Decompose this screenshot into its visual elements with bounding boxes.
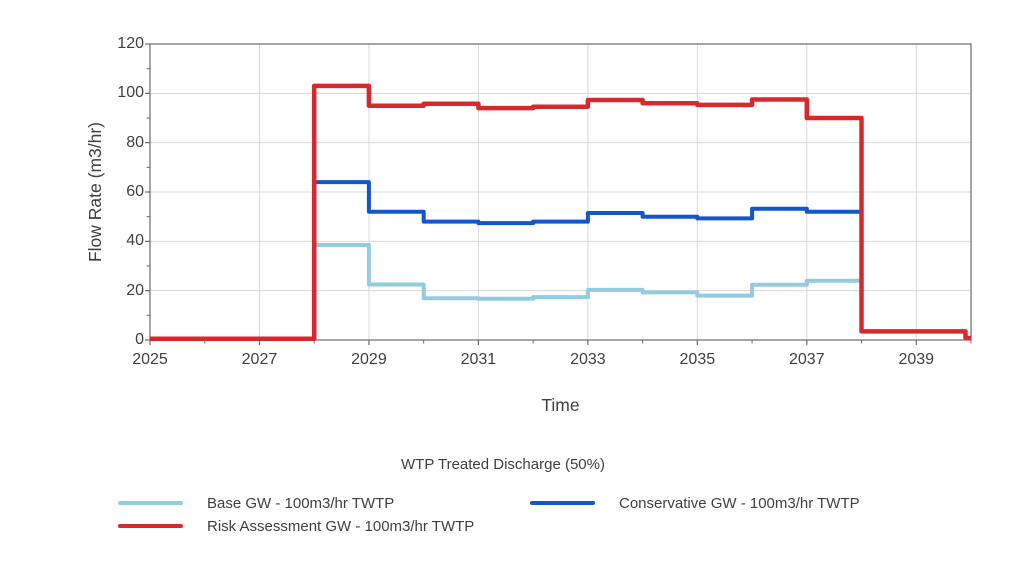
y-axis-tick-label: 20	[126, 281, 144, 299]
x-axis-tick-label: 2039	[898, 351, 935, 368]
y-axis-tick-label: 0	[135, 331, 144, 348]
conservative-series-swatch	[530, 501, 595, 505]
y-axis-tick-label: 60	[126, 183, 144, 200]
flow-rate-step-chart	[145, 43, 972, 345]
y-axis-tick-label: 120	[117, 35, 144, 52]
x-axis-tick-label: 2027	[241, 351, 278, 368]
y-axis-tick-label: 40	[126, 232, 144, 250]
legend-label-risk: Risk Assessment GW - 100m3/hr TWTP	[207, 518, 475, 535]
y-axis-tick-label: 100	[117, 84, 144, 102]
x-axis-title: Time	[541, 395, 580, 415]
x-axis-tick-label: 2035	[679, 351, 716, 368]
legend-label-base: Base GW - 100m3/hr TWTP	[207, 495, 395, 512]
x-axis-tick-label: 2037	[789, 351, 825, 368]
x-axis-tick-label: 2033	[570, 351, 606, 368]
x-axis-tick-label: 2025	[132, 351, 168, 368]
y-axis-tick-label: 80	[126, 133, 144, 151]
legend-label-conservative: Conservative GW - 100m3/hr TWTP	[619, 495, 860, 512]
risk-series-swatch	[118, 524, 183, 528]
series-line-risk	[150, 83, 971, 342]
base-series-swatch	[118, 501, 183, 505]
x-axis-tick-label: 2029	[351, 351, 387, 368]
legend-title: WTP Treated Discharge (50%)	[401, 456, 605, 473]
series-line-conservative	[150, 180, 862, 341]
series-line-base	[150, 243, 862, 341]
x-axis-tick-label: 2031	[460, 351, 497, 368]
